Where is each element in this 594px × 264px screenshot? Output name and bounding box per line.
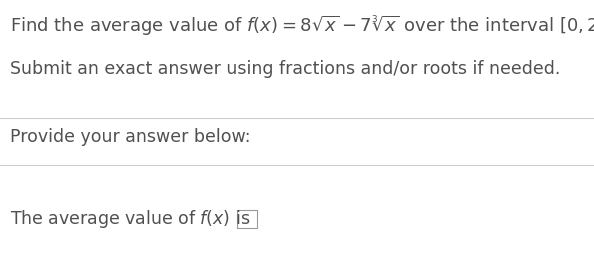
Text: Find the average value of $f(x) = 8\sqrt{x} - 7\sqrt[3]{x}$ over the interval $[: Find the average value of $f(x) = 8\sqrt… bbox=[10, 14, 594, 38]
Text: Submit an exact answer using fractions and/or roots if needed.: Submit an exact answer using fractions a… bbox=[10, 60, 560, 78]
Text: The average value of $f(x)$ is: The average value of $f(x)$ is bbox=[10, 208, 250, 230]
Text: Provide your answer below:: Provide your answer below: bbox=[10, 128, 251, 146]
Bar bbox=[237, 210, 257, 228]
